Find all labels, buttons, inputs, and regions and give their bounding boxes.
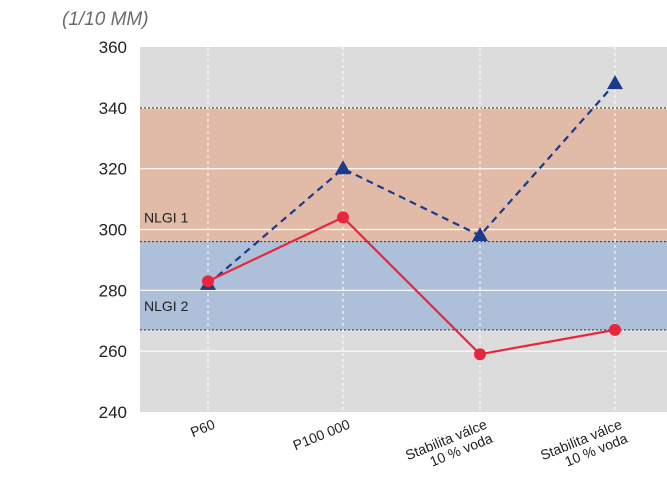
x-tick-label-line: P100 000: [291, 416, 353, 453]
series-line-1: [207, 82, 616, 286]
y-tick-label: 300: [99, 221, 127, 240]
y-tick-label: 260: [99, 342, 127, 361]
series-1-point: [472, 227, 488, 242]
band-label: NLGI 1: [144, 210, 189, 226]
y-tick-label: 360: [99, 38, 127, 57]
x-tick-label-line: P60: [188, 416, 217, 440]
series-2-point: [609, 323, 621, 336]
x-tick-label: P60: [188, 416, 217, 440]
series-1-point: [335, 160, 351, 175]
y-tick-label: 240: [99, 403, 127, 422]
series-1-point: [607, 75, 623, 90]
series-2-point: [337, 211, 349, 224]
y-tick-label: 340: [99, 99, 127, 118]
series-line-2: [207, 216, 616, 356]
series-2-point: [474, 348, 486, 361]
band-2: [140, 241, 667, 330]
band-label: NLGI 2: [144, 298, 189, 314]
y-tick-label: 280: [99, 281, 127, 300]
y-tick-label: 320: [99, 160, 127, 179]
series-2-point: [202, 275, 214, 288]
unit-label: (1/10 MM): [62, 9, 149, 30]
x-tick-label: P100 000: [291, 416, 353, 453]
band-1: [140, 107, 667, 242]
